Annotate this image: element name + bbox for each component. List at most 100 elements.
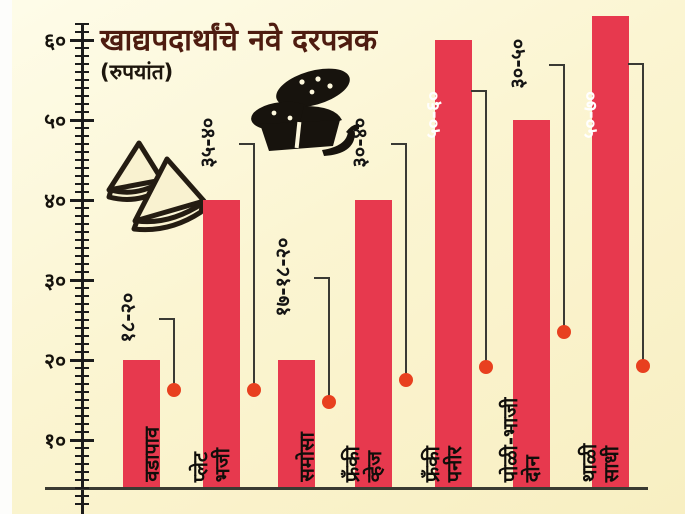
bar-7 xyxy=(591,16,629,487)
price-dot xyxy=(479,360,493,374)
minor-tick xyxy=(75,79,89,81)
minor-tick xyxy=(75,495,89,497)
minor-tick xyxy=(75,295,89,297)
leader-line xyxy=(642,63,644,360)
item-name-label-text: थाळी साधी xyxy=(576,443,623,482)
minor-tick xyxy=(75,191,89,193)
item-name-label-text: पोळी-भाजी दोन xyxy=(497,397,544,482)
bar-4 xyxy=(354,200,392,487)
minor-tick xyxy=(75,383,89,385)
minor-tick xyxy=(75,423,89,425)
minor-tick xyxy=(75,31,89,33)
price-dot xyxy=(167,383,181,397)
minor-tick xyxy=(75,151,89,153)
chart-subtitle: (रुपयांत) xyxy=(100,60,174,84)
vada-pav-icon xyxy=(251,68,359,156)
leader-elbow xyxy=(628,63,643,65)
minor-tick xyxy=(75,127,89,129)
y-tick-label: १० xyxy=(44,429,66,453)
minor-tick xyxy=(75,87,89,89)
minor-tick xyxy=(75,47,89,49)
minor-tick xyxy=(75,63,89,65)
item-name-label-text: वडापाव xyxy=(139,427,164,482)
leader-line xyxy=(328,277,330,396)
minor-tick xyxy=(75,487,89,489)
major-tick xyxy=(70,199,94,202)
leader-line xyxy=(485,90,487,361)
price-range-label-text: ३५-४० xyxy=(195,118,220,168)
minor-tick xyxy=(75,55,89,57)
minor-tick xyxy=(75,447,89,449)
leader-elbow xyxy=(391,143,406,145)
item-name-label-text: फ्रँकी पनीर xyxy=(419,446,466,482)
minor-tick xyxy=(75,159,89,161)
price-range-label-text: १८-२० xyxy=(115,293,140,343)
bar-2 xyxy=(202,200,240,487)
price-range-label-text: ५०-७० xyxy=(579,91,602,139)
price-range-label-text: ५०-६० xyxy=(422,91,445,139)
price-dot xyxy=(636,359,650,373)
minor-tick xyxy=(75,103,89,105)
item-name-label-text: प्लेट भजी xyxy=(187,447,234,482)
minor-tick xyxy=(75,455,89,457)
minor-tick xyxy=(75,223,89,225)
item-name-label-text: समोसा xyxy=(294,432,319,482)
minor-tick xyxy=(75,143,89,145)
minor-tick xyxy=(75,399,89,401)
price-dot xyxy=(557,325,571,339)
price-dot xyxy=(399,373,413,387)
major-tick xyxy=(70,439,94,442)
minor-tick xyxy=(75,367,89,369)
minor-tick xyxy=(75,231,89,233)
bar-3 xyxy=(277,360,315,487)
minor-tick xyxy=(75,167,89,169)
y-tick-label: २० xyxy=(44,349,66,373)
minor-tick xyxy=(75,183,89,185)
minor-tick xyxy=(75,471,89,473)
leader-line xyxy=(173,318,175,384)
leader-line xyxy=(563,64,565,326)
minor-tick xyxy=(75,263,89,265)
leader-elbow xyxy=(549,64,564,66)
y-tick-label: ६० xyxy=(44,29,66,53)
minor-tick xyxy=(75,335,89,337)
bar-5 xyxy=(434,40,472,487)
minor-tick xyxy=(75,375,89,377)
leader-line xyxy=(253,143,255,384)
item-name-label-text: फ्रँकी व्हेज xyxy=(339,446,386,482)
price-range-label-text: १७-१८-२० xyxy=(270,237,295,317)
bar-6 xyxy=(512,120,550,487)
y-tick-label: ४० xyxy=(44,189,66,213)
minor-tick xyxy=(75,207,89,209)
minor-tick xyxy=(75,215,89,217)
minor-tick xyxy=(75,431,89,433)
minor-tick xyxy=(75,271,89,273)
minor-tick xyxy=(75,311,89,313)
minor-tick xyxy=(75,135,89,137)
minor-tick xyxy=(75,463,89,465)
y-axis-line xyxy=(81,24,84,514)
minor-tick xyxy=(75,95,89,97)
price-dot xyxy=(322,395,336,409)
minor-tick xyxy=(75,255,89,257)
minor-tick xyxy=(75,351,89,353)
leader-line xyxy=(405,143,407,374)
minor-tick xyxy=(75,239,89,241)
minor-tick xyxy=(75,391,89,393)
major-tick xyxy=(70,359,94,362)
chart-title: खाद्यपदार्थांचे नवे दरपत्रक xyxy=(100,23,377,58)
minor-tick xyxy=(75,319,89,321)
bar-1 xyxy=(122,360,160,487)
left-margin xyxy=(0,0,12,514)
price-dot xyxy=(247,383,261,397)
minor-tick xyxy=(75,415,89,417)
minor-tick xyxy=(75,343,89,345)
samosa-icon xyxy=(106,140,207,233)
major-tick xyxy=(70,119,94,122)
minor-tick xyxy=(75,327,89,329)
major-tick xyxy=(70,279,94,282)
major-tick xyxy=(70,39,94,42)
minor-tick xyxy=(75,503,89,505)
leader-elbow xyxy=(314,277,329,279)
